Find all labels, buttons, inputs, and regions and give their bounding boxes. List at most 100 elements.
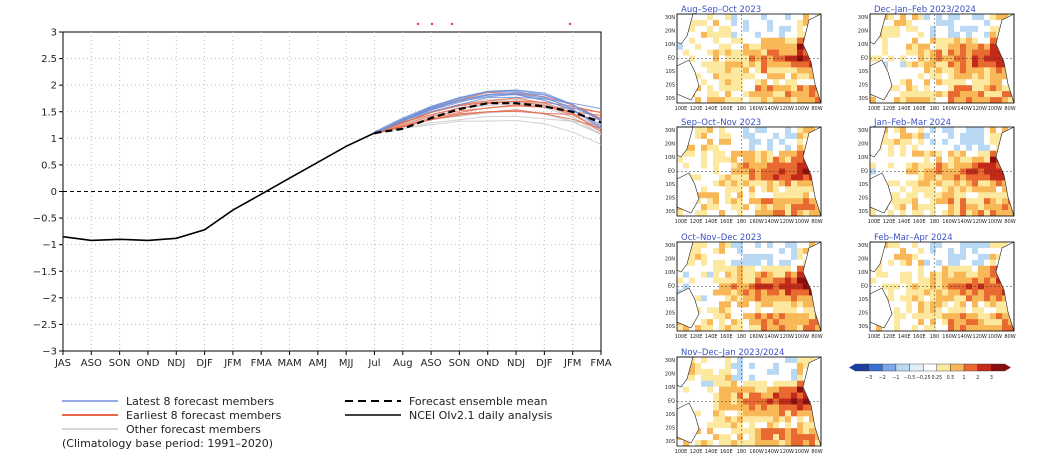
anomaly-cell	[713, 386, 720, 393]
anomaly-cell	[936, 289, 943, 296]
anomaly-cell	[797, 325, 804, 332]
anomaly-cell	[924, 180, 931, 187]
anomaly-cell	[737, 37, 744, 44]
anomaly-cell	[996, 138, 1003, 146]
anomaly-cell	[713, 313, 720, 320]
anomaly-cell	[942, 204, 949, 211]
lat-label: 20N	[858, 142, 868, 148]
anomaly-cell	[713, 192, 720, 199]
anomaly-cell	[960, 210, 967, 217]
anomaly-cell	[785, 67, 792, 74]
anomaly-cell	[683, 49, 690, 56]
anomaly-cell	[882, 247, 889, 255]
anomaly-cell	[797, 31, 804, 39]
anomaly-cell	[791, 428, 798, 435]
anomaly-cell	[785, 295, 792, 302]
anomaly-cell	[990, 97, 997, 104]
anomaly-cell	[797, 404, 804, 411]
anomaly-cell	[809, 428, 816, 435]
anomaly-cell	[773, 307, 780, 314]
anomaly-cell	[978, 19, 985, 27]
anomaly-cell	[773, 410, 780, 417]
anomaly-cell	[755, 210, 762, 217]
anomaly-cell	[737, 210, 744, 217]
anomaly-cell	[713, 242, 720, 249]
anomaly-cell	[779, 19, 786, 27]
anomaly-cell	[683, 440, 690, 447]
anomaly-cell	[695, 49, 702, 56]
anomaly-cell	[930, 319, 937, 326]
anomaly-cell	[942, 247, 949, 255]
anomaly-cell	[773, 43, 780, 50]
colorbar-swatch	[950, 363, 965, 372]
anomaly-cell	[689, 138, 696, 146]
anomaly-cell	[797, 204, 804, 211]
anomaly-cell	[954, 307, 961, 314]
anomaly-cell	[677, 168, 684, 175]
anomaly-cell	[954, 259, 961, 267]
anomaly-cell	[906, 31, 913, 39]
anomaly-cell	[767, 265, 774, 272]
lat-label: 30S	[665, 209, 675, 215]
anomaly-cell	[737, 386, 744, 393]
anomaly-cell	[761, 210, 768, 217]
anomaly-cell	[803, 440, 810, 447]
anomaly-cell	[773, 180, 780, 187]
anomaly-cell	[737, 97, 744, 104]
anomaly-cell	[954, 325, 961, 332]
anomaly-cell	[701, 25, 708, 33]
anomaly-cell	[966, 55, 973, 62]
anomaly-cell	[749, 156, 756, 163]
anomaly-cell	[882, 162, 889, 169]
anomaly-cell	[936, 174, 943, 181]
anomaly-cell	[996, 14, 1003, 21]
anomaly-cell	[749, 49, 756, 56]
anomaly-cell	[996, 277, 1003, 284]
lon-label: 140E	[898, 106, 911, 112]
anomaly-cell	[725, 247, 732, 255]
anomaly-cell	[803, 174, 810, 181]
lon-label: 140W	[957, 334, 972, 340]
anomaly-cell	[755, 247, 762, 255]
anomaly-cell	[906, 85, 913, 92]
anomaly-cell	[942, 301, 949, 308]
anomaly-cell	[707, 410, 714, 417]
anomaly-cell	[743, 25, 750, 33]
anomaly-cell	[888, 144, 895, 152]
ensemble-mean-line	[374, 102, 602, 135]
anomaly-cell	[713, 259, 720, 267]
anomaly-cell	[918, 247, 925, 255]
anomaly-cell	[894, 283, 901, 290]
anomaly-cell	[803, 79, 810, 86]
anomaly-cell	[906, 198, 913, 205]
lat-label: 30N	[665, 128, 675, 134]
anomaly-cell	[725, 162, 732, 169]
anomaly-cell	[689, 277, 696, 284]
y-tick-label: −3	[42, 347, 57, 358]
anomaly-cell	[906, 186, 913, 193]
anomaly-cell	[767, 434, 774, 441]
forecast-member-line	[374, 93, 602, 133]
anomaly-cell	[954, 85, 961, 92]
anomaly-cell	[984, 210, 991, 217]
x-tick-label: JFM	[223, 358, 241, 369]
anomaly-cell	[924, 301, 931, 308]
anomaly-cell	[731, 319, 738, 326]
anomaly-cell	[791, 386, 798, 393]
anomaly-cell	[809, 192, 816, 199]
anomaly-cell	[912, 156, 919, 163]
anomaly-cell	[713, 289, 720, 296]
anomaly-cell	[924, 204, 931, 211]
lon-label: 80W	[1004, 219, 1015, 225]
anomaly-cell	[918, 25, 925, 33]
anomaly-cell	[972, 43, 979, 50]
anomaly-cell	[930, 79, 937, 86]
legend-label-analysis: NCEI OIv2.1 daily analysis	[409, 409, 553, 422]
anomaly-cell	[695, 127, 702, 134]
anomaly-cell	[725, 428, 732, 435]
anomaly-cell	[773, 313, 780, 320]
anomaly-cell	[984, 192, 991, 199]
anomaly-cell	[942, 138, 949, 146]
anomaly-cell	[918, 210, 925, 217]
anomaly-cell	[707, 313, 714, 320]
